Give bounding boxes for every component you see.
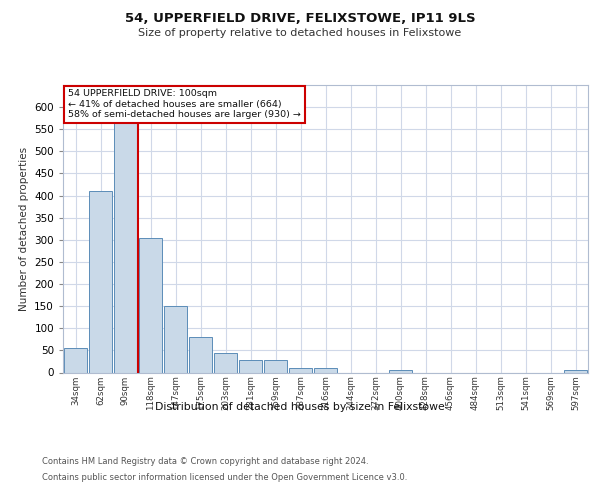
Bar bbox=[314, 368, 337, 372]
Bar bbox=[139, 238, 163, 372]
Bar bbox=[263, 360, 287, 372]
Bar bbox=[289, 368, 313, 372]
Bar bbox=[89, 191, 112, 372]
Text: Contains public sector information licensed under the Open Government Licence v3: Contains public sector information licen… bbox=[42, 472, 407, 482]
Bar bbox=[563, 370, 587, 372]
Bar bbox=[389, 370, 412, 372]
Text: Distribution of detached houses by size in Felixstowe: Distribution of detached houses by size … bbox=[155, 402, 445, 412]
Bar bbox=[164, 306, 187, 372]
Text: 54, UPPERFIELD DRIVE, FELIXSTOWE, IP11 9LS: 54, UPPERFIELD DRIVE, FELIXSTOWE, IP11 9… bbox=[125, 12, 475, 26]
Bar bbox=[188, 337, 212, 372]
Y-axis label: Number of detached properties: Number of detached properties bbox=[19, 146, 29, 311]
Bar bbox=[64, 348, 88, 372]
Bar bbox=[214, 352, 238, 372]
Bar bbox=[239, 360, 262, 372]
Bar bbox=[113, 110, 137, 372]
Text: Size of property relative to detached houses in Felixstowe: Size of property relative to detached ho… bbox=[139, 28, 461, 38]
Text: Contains HM Land Registry data © Crown copyright and database right 2024.: Contains HM Land Registry data © Crown c… bbox=[42, 458, 368, 466]
Text: 54 UPPERFIELD DRIVE: 100sqm
← 41% of detached houses are smaller (664)
58% of se: 54 UPPERFIELD DRIVE: 100sqm ← 41% of det… bbox=[68, 90, 301, 119]
